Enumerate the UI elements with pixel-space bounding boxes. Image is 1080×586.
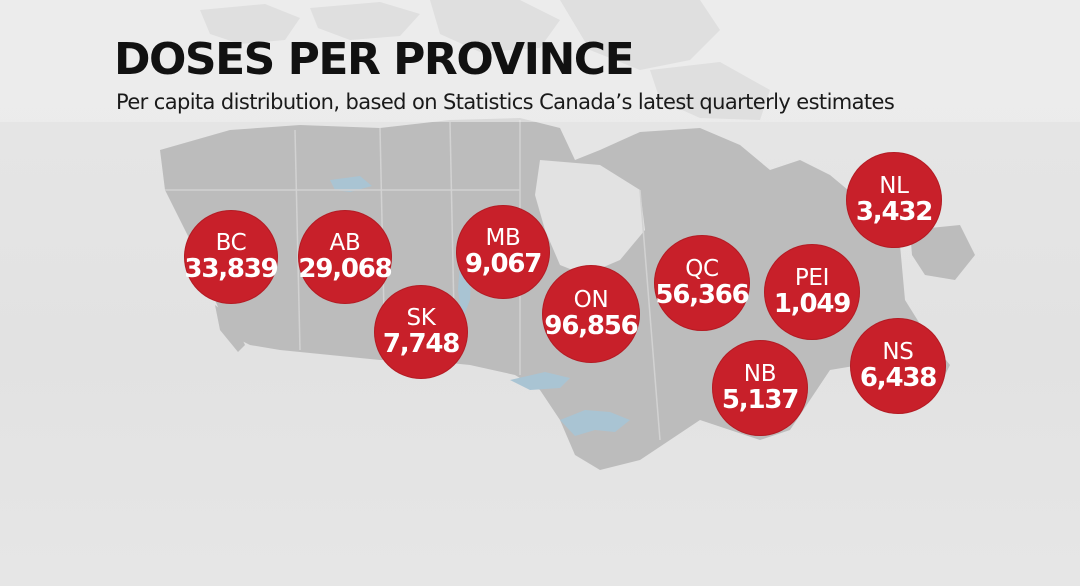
lake-superior (510, 372, 570, 390)
province-bubble-ab: AB 29,068 (298, 210, 393, 304)
page-title: DOSES PER PROVINCE (114, 34, 635, 85)
province-bubble-nl: NL 3,432 (846, 152, 942, 248)
province-bubble-sk: SK 7,748 (374, 285, 468, 379)
province-value: 3,432 (855, 197, 933, 227)
province-value: 7,748 (382, 329, 460, 359)
province-abbr: QC (685, 256, 719, 282)
page-subtitle: Per capita distribution, based on Statis… (116, 90, 895, 114)
province-value: 33,839 (184, 254, 278, 284)
province-bubble-mb: MB 9,067 (456, 205, 550, 299)
province-bubble-bc: BC 33,839 (184, 210, 279, 304)
province-abbr: PEI (794, 265, 830, 291)
great-slave-lake (330, 176, 372, 192)
province-abbr: AB (329, 230, 361, 256)
province-abbr: NL (879, 173, 909, 199)
province-value: 96,856 (544, 311, 638, 341)
province-abbr: MB (485, 225, 521, 251)
province-abbr: SK (406, 305, 436, 331)
great-lakes (560, 410, 630, 436)
province-value: 1,049 (773, 289, 851, 319)
vancouver-island (215, 305, 245, 352)
province-bubble-ns: NS 6,438 (850, 318, 946, 414)
province-value: 5,137 (721, 385, 799, 415)
province-bubble-pei: PEI 1,049 (764, 244, 860, 340)
province-bubble-qc: QC 56,366 (654, 235, 750, 331)
province-value: 6,438 (859, 363, 937, 393)
province-abbr: NB (743, 361, 777, 387)
province-bubble-nb: NB 5,137 (712, 340, 808, 436)
province-value: 9,067 (464, 249, 542, 279)
newfoundland-island (910, 225, 975, 280)
province-abbr: BC (215, 230, 247, 256)
header-band (0, 0, 1080, 122)
province-bubble-on: ON 96,856 (542, 265, 640, 363)
hudson-bay (535, 160, 645, 275)
province-value: 29,068 (298, 254, 392, 284)
province-value: 56,366 (655, 280, 749, 310)
province-abbr: NS (882, 339, 914, 365)
province-abbr: ON (573, 287, 609, 313)
